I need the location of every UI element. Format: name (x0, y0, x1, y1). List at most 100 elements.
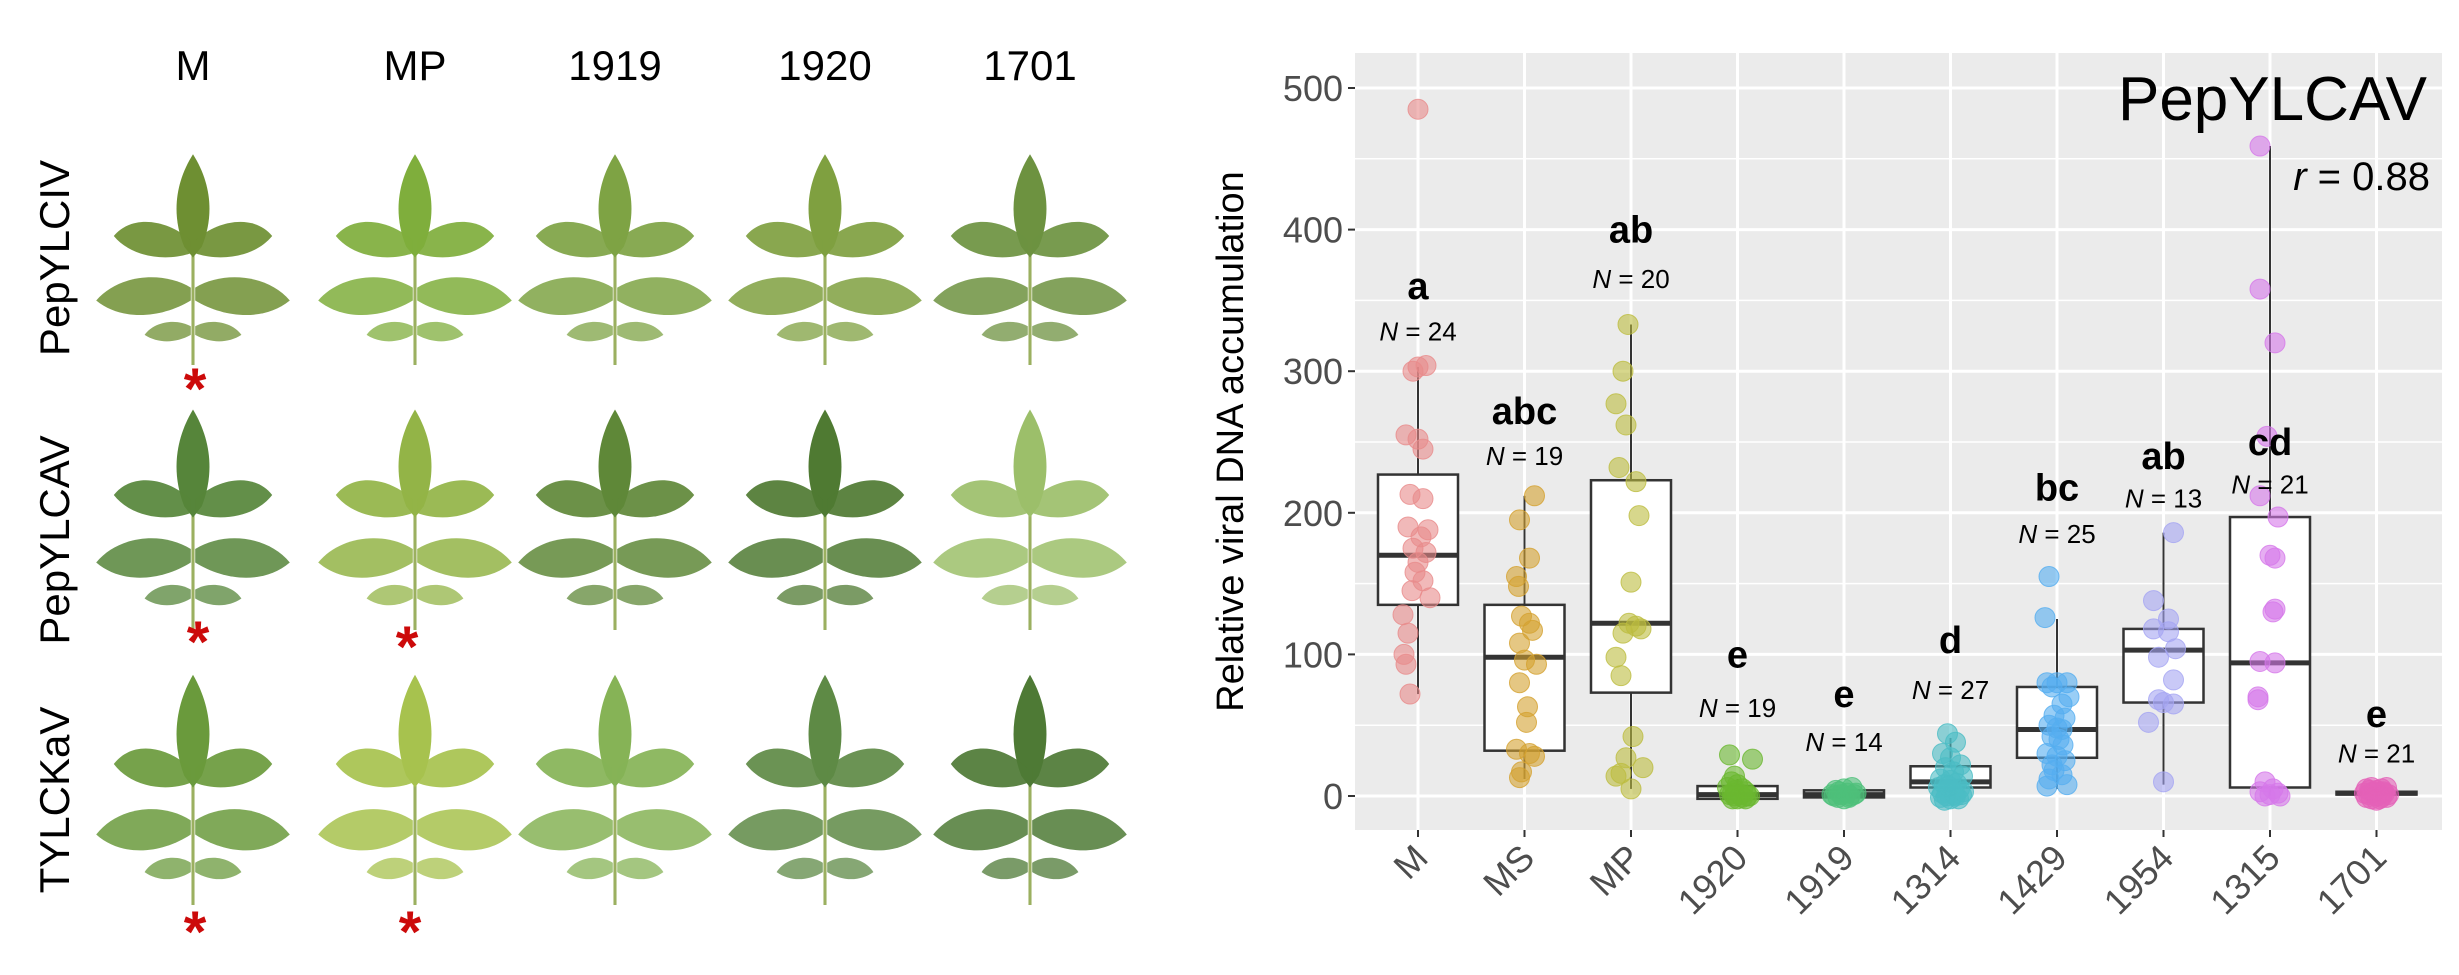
significance-letter: abc (1492, 391, 1557, 433)
data-point (1402, 360, 1424, 382)
x-tick-label-1314: 1314 (1883, 837, 1969, 923)
data-point (1412, 488, 1434, 510)
leaf-photo-PepYLCAV-1920 (728, 409, 922, 630)
data-point (2267, 506, 2289, 528)
data-point (1719, 744, 1740, 766)
data-point (2056, 774, 2078, 796)
data-point (2264, 332, 2286, 354)
data-point (2165, 638, 2186, 660)
data-point (2366, 789, 2387, 811)
y-tick-label: 500 (1283, 68, 1343, 109)
data-point (1399, 683, 1421, 705)
data-point (1395, 653, 1417, 675)
sample-size-label: N = 21 (2231, 469, 2308, 499)
symptom-asterisk-icon: * (186, 610, 210, 675)
data-point (2041, 676, 2063, 698)
y-tick-label: 400 (1283, 210, 1343, 251)
column-header-1701: 1701 (983, 42, 1077, 89)
data-point (1519, 547, 1540, 569)
data-point (2143, 590, 2164, 612)
data-point (2034, 607, 2056, 629)
x-tick-label-1954: 1954 (2096, 837, 2182, 923)
data-point (1742, 748, 1763, 770)
leaf-photo-PepYLCAV-M (96, 409, 290, 630)
data-point (1509, 672, 1530, 694)
sample-size-label: N = 25 (2018, 519, 2095, 549)
sample-size-label: N = 14 (1805, 727, 1882, 757)
data-point (1953, 781, 1974, 803)
significance-letter: a (1407, 266, 1429, 308)
column-header-M: M (175, 42, 211, 89)
leaf-photo-PepYLCIV-1919 (518, 154, 712, 365)
data-point (1739, 785, 1760, 807)
data-point (1821, 784, 1843, 806)
leaf-photo-TYLCKaV-1701 (933, 674, 1127, 905)
data-point (2163, 669, 2184, 691)
leaf-photo-PepYLCIV-M (96, 154, 290, 365)
significance-letter: ab (1609, 210, 1653, 252)
x-tick-label-MP: MP (1581, 837, 1648, 904)
symptom-asterisk-icon: * (398, 900, 422, 965)
leaf-photo-PepYLCIV-MP (318, 154, 512, 365)
data-point (2138, 711, 2159, 733)
data-point (1615, 414, 1637, 436)
data-point (2247, 689, 2269, 711)
data-point (1608, 456, 1630, 478)
chart-title: PepYLCAV (2118, 65, 2428, 134)
data-point (2249, 135, 2271, 157)
data-point (1524, 485, 1545, 507)
data-point (1509, 767, 1530, 789)
data-point (1516, 711, 1537, 733)
significance-letter: d (1939, 620, 1962, 662)
data-point (2269, 785, 2291, 807)
leaf-photo-PepYLCAV-1919 (518, 409, 712, 630)
y-tick-label: 300 (1283, 351, 1343, 392)
data-point (1622, 726, 1644, 748)
y-tick-label: 200 (1283, 493, 1343, 534)
data-point (1508, 575, 1529, 597)
y-axis-label: Relative viral DNA accumulation (1210, 171, 1252, 712)
data-point (1401, 580, 1423, 602)
data-point (2264, 547, 2286, 569)
data-point (1412, 438, 1434, 460)
significance-letter: e (1833, 674, 1854, 716)
significance-letter: e (2366, 694, 2387, 736)
symptom-asterisk-icon: * (183, 900, 207, 965)
leaf-photo-TYLCKaV-MP (318, 674, 512, 905)
x-tick-label-1920: 1920 (1670, 837, 1756, 923)
symptom-asterisk-icon: * (183, 357, 207, 422)
data-point (1407, 98, 1429, 120)
leaf-photo-TYLCKaV-1919 (518, 674, 712, 905)
data-point (1610, 665, 1632, 687)
significance-letter: bc (2035, 467, 2079, 509)
data-point (2163, 522, 2184, 544)
column-header-1920: 1920 (778, 42, 872, 89)
leaf-photo-TYLCKaV-1920 (728, 674, 922, 905)
sample-size-label: N = 19 (1699, 693, 1776, 723)
data-point (1632, 757, 1654, 779)
leaf-photo-PepYLCAV-1701 (933, 409, 1127, 630)
significance-letter: e (1727, 634, 1748, 676)
data-point (1605, 646, 1627, 668)
sample-size-label: N = 24 (1379, 317, 1456, 347)
data-point (1612, 622, 1634, 644)
data-point (1612, 360, 1634, 382)
data-point (1524, 745, 1545, 767)
data-point (2038, 566, 2060, 588)
sample-size-label: N = 19 (1486, 441, 1563, 471)
data-point (1839, 785, 1861, 807)
data-point (2036, 775, 2058, 797)
data-point (2148, 646, 2169, 668)
sample-size-label: N = 21 (2338, 739, 2415, 769)
x-tick-label-MS: MS (1475, 837, 1542, 904)
leaf-photo-PepYLCIV-1701 (933, 154, 1127, 365)
leaf-photo-PepYLCAV-MP (318, 409, 512, 630)
significance-letter: ab (2141, 436, 2185, 478)
data-point (2249, 278, 2271, 300)
leaf-photo-PepYLCIV-1920 (728, 154, 922, 365)
data-point (1620, 778, 1642, 800)
data-point (1522, 619, 1543, 641)
data-point (1392, 604, 1414, 626)
data-point (2163, 693, 2184, 715)
